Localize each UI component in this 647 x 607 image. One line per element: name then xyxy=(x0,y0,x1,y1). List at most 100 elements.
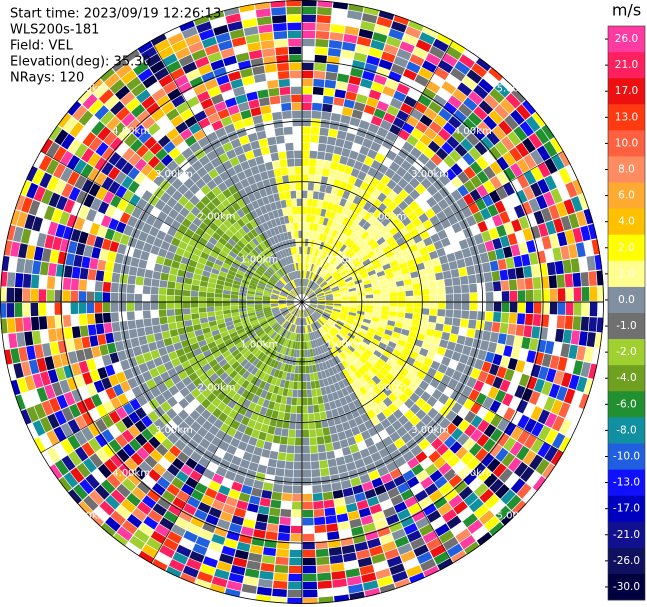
range-gate xyxy=(120,380,131,393)
range-gate xyxy=(414,171,426,183)
range-gate xyxy=(322,427,331,436)
range-gate xyxy=(314,287,321,293)
range-gate xyxy=(198,339,207,348)
range-gate xyxy=(276,335,282,343)
range-gate xyxy=(247,132,258,143)
range-gate xyxy=(254,226,262,235)
range-gate xyxy=(325,515,337,525)
range-gate xyxy=(378,447,390,458)
range-gate xyxy=(531,326,541,339)
range-gate xyxy=(309,373,315,381)
range-gate xyxy=(195,242,205,252)
range-gate xyxy=(108,439,122,453)
range-gate xyxy=(214,302,223,307)
range-gate xyxy=(450,189,463,202)
range-gate xyxy=(415,39,432,53)
range-gate xyxy=(345,18,361,28)
range-gate xyxy=(6,224,16,241)
range-gate xyxy=(175,348,186,358)
range-gate xyxy=(434,67,449,81)
range-gate xyxy=(147,182,159,194)
range-gate xyxy=(190,516,205,528)
range-gate xyxy=(296,405,302,414)
range-gate xyxy=(312,256,317,264)
range-gate xyxy=(114,340,125,352)
range-gate xyxy=(503,437,517,452)
range-gate xyxy=(526,240,536,253)
range-gate xyxy=(357,171,367,181)
range-gate xyxy=(151,317,160,326)
range-gate xyxy=(459,535,476,550)
range-gate xyxy=(127,215,138,228)
range-gate xyxy=(351,257,360,265)
range-gate xyxy=(270,297,279,300)
range-gate xyxy=(161,154,173,167)
range-gate xyxy=(168,503,182,517)
range-gate xyxy=(362,318,371,324)
range-gate xyxy=(224,97,237,108)
range-gate xyxy=(339,198,347,207)
range-gate xyxy=(267,339,274,347)
range-gate xyxy=(67,419,81,434)
range-gate xyxy=(274,286,282,292)
range-gate xyxy=(159,316,168,325)
range-gate xyxy=(246,91,258,102)
range-gate xyxy=(371,553,386,564)
range-gate xyxy=(275,315,283,321)
range-gate xyxy=(473,106,488,121)
range-gate xyxy=(203,332,213,340)
range-label: 2.00km xyxy=(198,382,236,393)
range-gate xyxy=(386,179,397,190)
range-gate xyxy=(101,354,112,367)
range-gate xyxy=(172,403,184,414)
range-gate xyxy=(402,469,415,482)
range-gate xyxy=(141,428,154,441)
range-gate xyxy=(384,329,393,336)
range-gate xyxy=(195,404,206,415)
range-gate xyxy=(313,223,319,232)
range-gate xyxy=(287,166,295,175)
range-gate xyxy=(473,84,489,100)
range-gate xyxy=(437,558,453,571)
range-gate xyxy=(328,319,335,325)
range-gate xyxy=(287,304,295,308)
range-gate xyxy=(287,364,292,373)
range-gate xyxy=(510,109,525,125)
range-gate xyxy=(241,205,250,215)
range-gate xyxy=(328,255,335,264)
range-gate xyxy=(281,289,289,294)
range-gate xyxy=(393,195,403,206)
range-gate xyxy=(402,141,414,153)
range-gate xyxy=(234,276,243,283)
range-gate xyxy=(359,328,368,335)
range-gate xyxy=(247,231,255,240)
range-gate xyxy=(189,550,205,563)
range-gate xyxy=(556,274,565,288)
range-gate xyxy=(144,136,157,150)
range-gate xyxy=(222,334,231,342)
range-gate xyxy=(179,20,195,32)
range-gate xyxy=(158,302,167,310)
range-gate xyxy=(411,277,420,285)
range-gate xyxy=(224,123,236,134)
range-gate xyxy=(159,413,172,425)
range-gate xyxy=(302,477,312,486)
range-gate xyxy=(272,483,283,493)
range-gate xyxy=(313,500,324,510)
range-gate xyxy=(303,573,317,582)
range-gate xyxy=(394,437,406,449)
range-gate xyxy=(389,292,398,298)
range-gate xyxy=(537,442,551,458)
range-gate xyxy=(341,292,349,296)
range-gate xyxy=(476,406,489,419)
range-gate xyxy=(299,254,302,263)
range-gate xyxy=(279,379,286,388)
range-gate xyxy=(302,0,317,7)
range-gate xyxy=(254,122,265,132)
range-gate xyxy=(212,408,223,418)
range-gate xyxy=(205,227,215,237)
range-gate xyxy=(407,530,422,543)
range-gate xyxy=(367,215,377,225)
range-gate xyxy=(275,378,282,387)
range-gate xyxy=(489,400,502,413)
